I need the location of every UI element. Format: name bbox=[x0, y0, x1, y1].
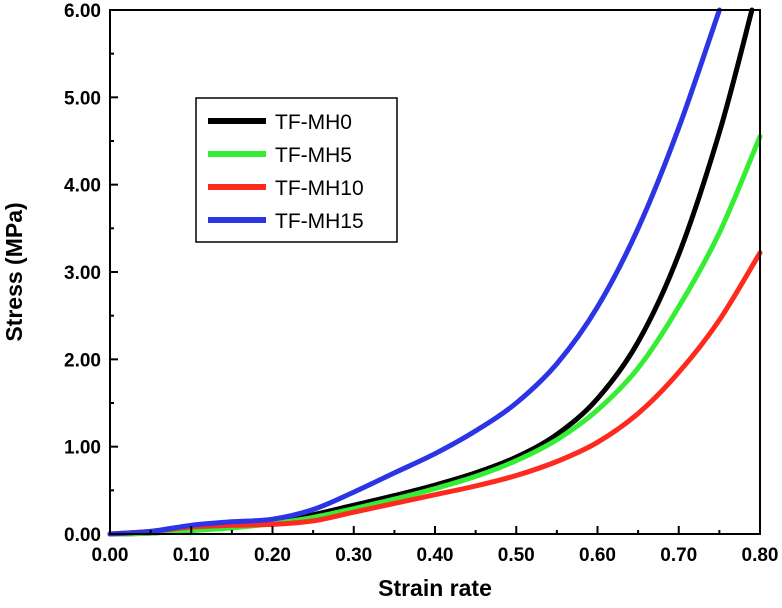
x-axis-title: Strain rate bbox=[378, 575, 492, 601]
y-tick-label: 3.00 bbox=[64, 263, 101, 284]
legend: TF-MH0 TF-MH5 TF-MH10 TF-MH15 bbox=[195, 97, 398, 243]
y-tick-label: 2.00 bbox=[64, 350, 101, 371]
tick-layer: 0.00 0.10 0.20 0.30 0.40 0.50 0.60 0.70 0.80 0.00… bbox=[64, 1, 778, 566]
x-tick-label: 0.20 bbox=[254, 545, 291, 566]
x-tick-label: 0.40 bbox=[417, 545, 454, 566]
x-tick-label: 0.60 bbox=[579, 545, 616, 566]
x-tick-label: 0.50 bbox=[498, 545, 535, 566]
y-axis-title: Stress (MPa) bbox=[1, 202, 27, 341]
y-tick-label: 4.00 bbox=[64, 176, 101, 197]
legend-label-tf-mh0: TF-MH0 bbox=[275, 111, 352, 134]
y-tick-label: 6.00 bbox=[64, 1, 101, 22]
series-line-tf-mh5 bbox=[107, 134, 763, 537]
legend-label-tf-mh15: TF-MH15 bbox=[275, 210, 364, 233]
legend-label-tf-mh10: TF-MH10 bbox=[275, 177, 364, 200]
series-line-tf-mh15 bbox=[107, 7, 722, 537]
x-tick-label: 0.30 bbox=[335, 545, 372, 566]
y-tick-label: 5.00 bbox=[64, 88, 101, 109]
x-tick-label: 0.10 bbox=[173, 545, 210, 566]
x-tick-label: 0.00 bbox=[92, 545, 129, 566]
x-tick-label: 0.70 bbox=[660, 545, 697, 566]
series-layer bbox=[107, 7, 763, 537]
legend-label-tf-mh5: TF-MH5 bbox=[275, 144, 352, 167]
series-line-tf-mh10 bbox=[107, 250, 763, 537]
x-tick-label: 0.80 bbox=[742, 545, 779, 566]
y-tick-label: 1.00 bbox=[64, 438, 101, 459]
y-tick-label: 0.00 bbox=[64, 525, 101, 546]
